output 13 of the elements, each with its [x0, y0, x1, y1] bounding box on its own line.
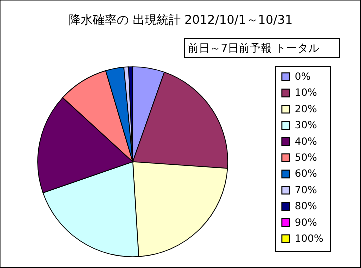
legend-label: 60%: [295, 169, 318, 180]
legend-label: 20%: [295, 104, 318, 116]
legend-label: 50%: [295, 153, 318, 164]
legend-label: 100%: [295, 234, 324, 245]
legend-label: 0%: [295, 72, 311, 83]
legend-label: 80%: [295, 202, 318, 213]
legend-label: 30%: [295, 120, 318, 132]
legend-label: 40%: [295, 136, 318, 148]
chart-subtitle: 前日～7日前予報 トータル: [188, 42, 320, 55]
chart-title: 降水確率の 出現統計 2012/10/1～10/31: [69, 13, 293, 27]
legend-label: 90%: [295, 218, 318, 229]
legend-label: 70%: [295, 185, 318, 196]
legend-label: 10%: [295, 88, 318, 100]
